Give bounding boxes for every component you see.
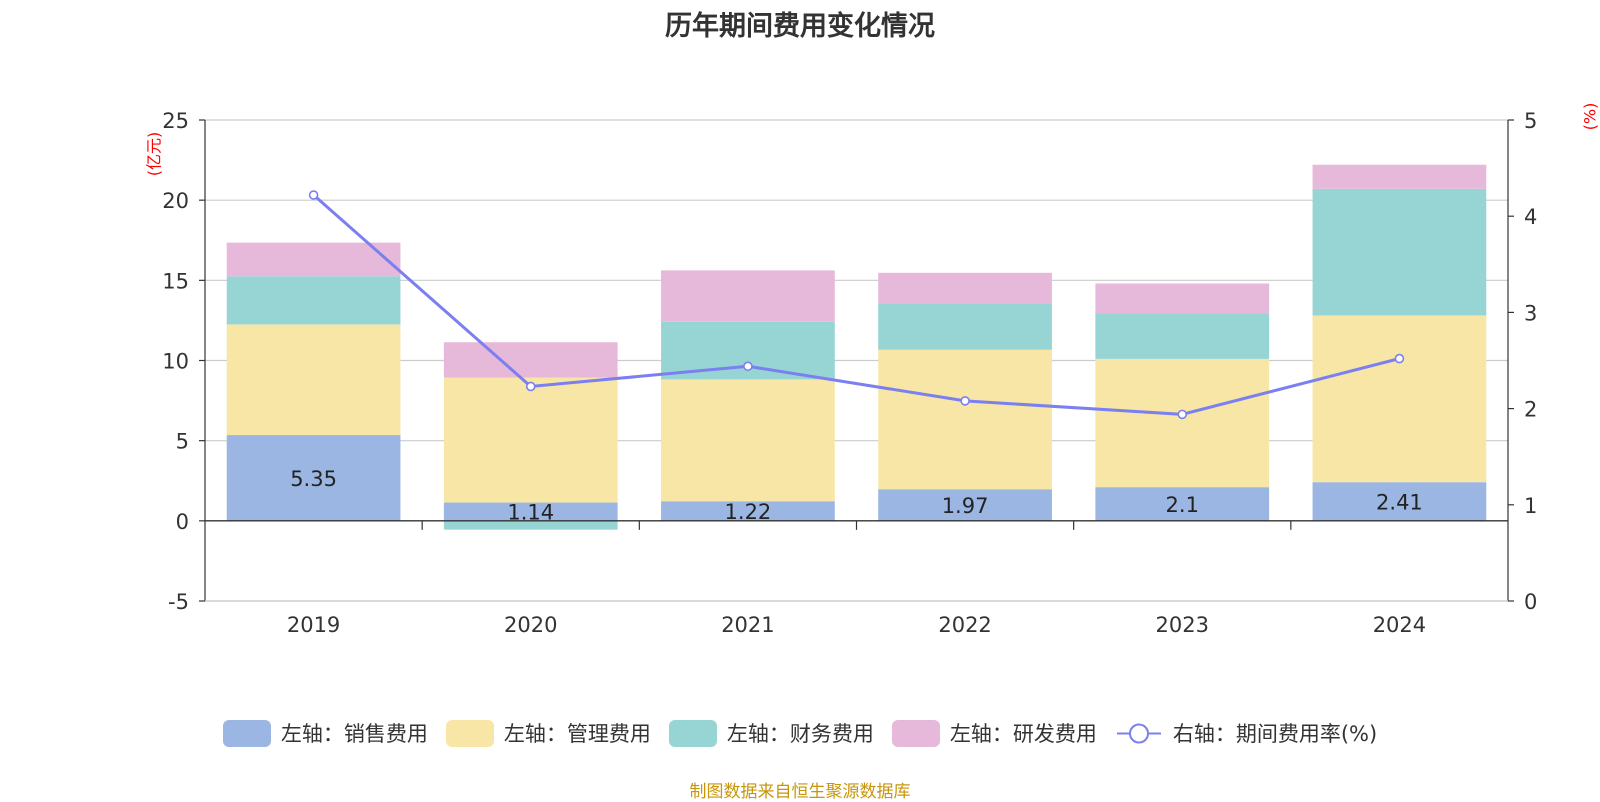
bar-segment-1 xyxy=(226,435,401,521)
bar-segment-3 xyxy=(1312,188,1487,316)
legend: 左轴：销售费用 左轴：管理费用 左轴：财务费用 左轴：研发费用 右轴：期间费用率… xyxy=(0,718,1600,748)
left-axis-unit: (亿元) xyxy=(144,131,164,177)
legend-swatch-sales xyxy=(222,719,271,747)
bar-segment-3 xyxy=(878,303,1052,350)
right-axis-tick-label: 4 xyxy=(1524,205,1537,229)
x-axis-category-label: 2022 xyxy=(938,613,991,637)
bar-segment-4 xyxy=(1312,164,1487,189)
legend-item-rate[interactable]: 右轴：期间费用率(%) xyxy=(1115,718,1377,748)
data-source-note: 制图数据来自恒生聚源数据库 xyxy=(689,782,911,802)
bar-segment-1 xyxy=(878,489,1052,521)
legend-item-rnd[interactable]: 左轴：研发费用 xyxy=(891,718,1097,748)
right-axis-tick-label: 1 xyxy=(1524,494,1537,518)
legend-label-rnd: 左轴：研发费用 xyxy=(949,722,1097,746)
x-axis-category-label: 2024 xyxy=(1373,613,1426,637)
legend-label-sales: 左轴：销售费用 xyxy=(280,722,428,746)
bar-segment-1 xyxy=(443,502,618,521)
bar-segment-2 xyxy=(1312,315,1487,483)
legend-swatch-finance xyxy=(668,719,717,747)
right-axis-tick-label: 5 xyxy=(1524,109,1537,133)
bar-segment-2 xyxy=(443,377,618,503)
right-axis-tick-label: 0 xyxy=(1524,590,1537,614)
expense-rate-point xyxy=(1177,409,1188,420)
legend-label-rate: 右轴：期间费用率(%) xyxy=(1172,722,1378,746)
expense-rate-point xyxy=(743,361,753,372)
left-axis-tick-label: 15 xyxy=(162,269,189,293)
x-axis-category-label: 2019 xyxy=(287,613,340,637)
bar-segment-4 xyxy=(661,270,835,322)
left-axis-tick-label: -5 xyxy=(168,590,189,614)
bar-segment-4 xyxy=(226,242,401,277)
left-axis-tick-label: 25 xyxy=(162,109,189,133)
bar-data-label: 1.97 xyxy=(942,494,989,518)
expense-rate-point xyxy=(308,190,319,200)
legend-swatch-rnd xyxy=(891,719,940,747)
bar-data-label: 1.22 xyxy=(725,500,772,524)
right-axis-tick-label: 3 xyxy=(1524,301,1537,325)
legend-item-finance[interactable]: 左轴：财务费用 xyxy=(668,718,874,748)
bar-segment-3 xyxy=(1095,314,1270,359)
expense-rate-point xyxy=(960,396,970,406)
legend-label-finance: 左轴：财务费用 xyxy=(726,722,874,746)
bar-segment-1 xyxy=(1095,487,1270,521)
x-axis-category-label: 2020 xyxy=(504,613,557,637)
bar-segment-4 xyxy=(443,342,618,378)
bar-segment-2 xyxy=(661,379,835,502)
left-axis-tick-label: 10 xyxy=(162,350,189,374)
bar-segment-1 xyxy=(1312,482,1487,521)
expense-rate-point xyxy=(1394,353,1405,364)
legend-item-admin[interactable]: 左轴：管理费用 xyxy=(445,718,651,748)
bar-segment-2 xyxy=(1095,358,1270,488)
left-axis-tick-label: 20 xyxy=(162,189,189,213)
chart-title: 历年期间费用变化情况 xyxy=(665,11,935,42)
legend-swatch-admin xyxy=(445,719,494,747)
bar-segment-2 xyxy=(226,324,401,436)
bar-data-label: 2.1 xyxy=(1166,493,1199,517)
x-axis-category-label: 2021 xyxy=(721,613,774,637)
expense-rate-point xyxy=(525,381,536,392)
x-axis-category-label: 2023 xyxy=(1156,613,1209,637)
bar-segment-3 xyxy=(443,520,618,530)
bar-data-label: 1.14 xyxy=(507,501,554,525)
bar-segment-2 xyxy=(878,349,1052,490)
bar-segment-3 xyxy=(226,276,401,325)
legend-label-admin: 左轴：管理费用 xyxy=(503,722,651,746)
left-axis-tick-label: 0 xyxy=(176,510,189,534)
expense-rate-line xyxy=(312,193,1400,416)
bar-segment-4 xyxy=(1095,283,1270,315)
left-axis-tick-label: 5 xyxy=(176,430,189,454)
right-axis-tick-label: 2 xyxy=(1524,398,1537,422)
bar-data-label: 5.35 xyxy=(290,467,337,491)
right-axis-unit: (%) xyxy=(1580,102,1600,131)
bar-segment-1 xyxy=(661,501,835,521)
legend-line-marker-icon xyxy=(1116,723,1161,743)
bar-data-label: 2.41 xyxy=(1376,491,1423,515)
bar-segment-4 xyxy=(878,272,1052,304)
legend-item-sales[interactable]: 左轴：销售费用 xyxy=(222,718,428,748)
